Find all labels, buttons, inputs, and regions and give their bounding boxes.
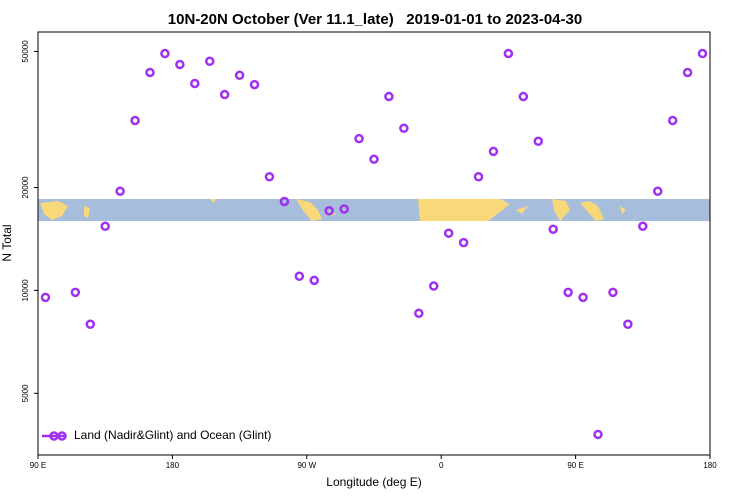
data-point bbox=[503, 48, 514, 59]
data-point bbox=[279, 196, 290, 207]
y-tick-label: 10000 bbox=[21, 279, 30, 302]
x-tick-label: 0 bbox=[439, 461, 444, 470]
y-tick-label: 50000 bbox=[21, 40, 30, 63]
data-point bbox=[533, 136, 544, 147]
x-tick-label: 180 bbox=[166, 461, 180, 470]
data-point bbox=[667, 115, 678, 126]
data-point bbox=[608, 287, 618, 298]
data-point bbox=[399, 123, 409, 134]
data-point bbox=[264, 172, 275, 182]
data-point bbox=[593, 429, 603, 440]
map-band bbox=[38, 199, 710, 221]
data-point bbox=[190, 78, 200, 89]
data-point bbox=[458, 237, 469, 248]
data-point bbox=[130, 115, 140, 126]
data-point bbox=[249, 79, 260, 90]
data-point bbox=[563, 287, 573, 298]
x-tick-label: 90 E bbox=[567, 461, 583, 470]
x-tick-label: 180 bbox=[703, 461, 717, 470]
data-point bbox=[324, 205, 334, 216]
x-tick-label: 90 E bbox=[30, 461, 46, 470]
data-point bbox=[369, 154, 379, 164]
chart-title: 10N-20N October (Ver 11.1_late) 2019-01-… bbox=[168, 11, 582, 28]
data-point bbox=[175, 59, 185, 70]
y-tick-label: 5000 bbox=[21, 384, 30, 402]
data-point bbox=[354, 133, 364, 144]
data-point bbox=[414, 308, 424, 319]
data-point bbox=[473, 172, 484, 182]
data-point bbox=[100, 221, 110, 232]
data-point bbox=[638, 221, 648, 232]
data-point bbox=[339, 204, 349, 214]
plot-frame bbox=[37, 31, 711, 456]
data-point bbox=[234, 70, 245, 80]
x-axis-label: Longitude (deg E) bbox=[326, 475, 421, 489]
data-point bbox=[294, 271, 305, 282]
data-point bbox=[384, 91, 394, 102]
data-point bbox=[697, 48, 708, 59]
y-axis-label: N Total bbox=[0, 224, 14, 261]
data-point bbox=[309, 275, 320, 286]
data-point bbox=[40, 292, 51, 303]
data-point bbox=[219, 89, 230, 100]
data-point bbox=[145, 67, 155, 78]
data-point bbox=[160, 48, 170, 59]
data-point bbox=[70, 287, 81, 298]
data-point bbox=[443, 228, 454, 238]
x-tick-label: 90 W bbox=[297, 461, 316, 470]
data-point bbox=[518, 91, 529, 102]
y-tick-label: 20000 bbox=[21, 176, 30, 199]
data-point bbox=[85, 319, 96, 330]
data-point bbox=[204, 56, 215, 67]
legend-label: Land (Nadir&Glint) and Ocean (Glint) bbox=[74, 428, 271, 442]
data-point bbox=[115, 186, 125, 197]
data-point bbox=[548, 224, 558, 234]
legend-marker bbox=[57, 431, 67, 441]
legend: Land (Nadir&Glint) and Ocean (Glint) bbox=[42, 428, 271, 442]
data-point bbox=[682, 67, 693, 78]
data-point bbox=[488, 146, 499, 157]
data-point bbox=[428, 281, 439, 291]
data-point bbox=[578, 292, 588, 303]
data-point bbox=[623, 319, 633, 330]
data-point bbox=[652, 186, 663, 197]
